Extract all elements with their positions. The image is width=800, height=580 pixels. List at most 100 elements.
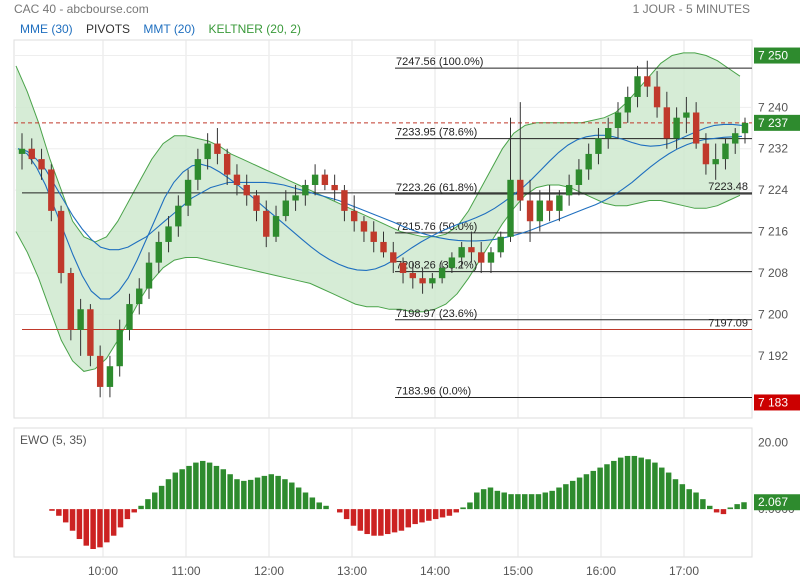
ewo-bar (693, 492, 699, 510)
fib-label-1: 7233.95 (78.6%) (396, 127, 477, 139)
candle-body (145, 262, 153, 289)
sma-20-line (17, 123, 743, 300)
ewo-bar (474, 492, 480, 510)
candle-body (253, 195, 260, 211)
ewo-bar (90, 509, 96, 549)
ewo-bar (405, 509, 412, 528)
candle-body (507, 179, 514, 237)
candle-body (331, 184, 338, 191)
candle-body (136, 288, 143, 305)
ewo-bar (62, 509, 69, 523)
ewo-bar (364, 509, 370, 535)
ewo-bar (158, 485, 165, 510)
ewo-bar (337, 509, 343, 513)
legend-pivots[interactable]: PIVOTS (86, 22, 131, 36)
candle-body (184, 179, 192, 206)
ewo-bar (350, 509, 357, 526)
time-tick-label: 14:00 (420, 564, 450, 578)
candle-body (272, 216, 280, 237)
candle-body (370, 231, 377, 242)
ewo-bar (97, 509, 103, 548)
candle-body (448, 257, 456, 268)
fibonacci-levels: 7247.56 (100.0%) 7233.95 (78.6%) 7223.26 (… (14, 56, 752, 398)
price-tick-label: 7 232 (758, 142, 788, 156)
ewo-bar (391, 509, 398, 533)
ewo-bar (672, 479, 679, 510)
candle-body (57, 210, 65, 274)
ewo-bar (460, 507, 466, 510)
price-badge-label-2: 7 183 (758, 395, 788, 409)
ewo-bar (583, 474, 590, 510)
candle-body (702, 143, 710, 165)
ewo-bar (220, 469, 227, 510)
legend-sma[interactable]: MMT (20) (143, 22, 196, 36)
moving-averages (17, 123, 743, 300)
ewo-bar (522, 494, 528, 510)
candle-body (155, 241, 162, 263)
candle-body (526, 200, 534, 222)
ewo-bar (193, 462, 199, 510)
candle-body (458, 247, 465, 258)
timeframe-label[interactable]: 1 JOUR - 5 MINUTES (632, 2, 750, 16)
ewo-bar (117, 509, 124, 528)
keltner-band (15, 52, 741, 372)
candle-body (48, 169, 55, 211)
ewo-bar (528, 494, 535, 510)
ewo-bar (241, 480, 247, 510)
ewo-bar (720, 509, 727, 515)
ewo-value-badge-label: 2.067 (758, 495, 788, 509)
ewo-bar (275, 475, 281, 510)
ewo-bar (542, 492, 549, 510)
ewo-bar (378, 509, 384, 536)
time-tick-label: 11:00 (171, 564, 200, 578)
candle-body (67, 273, 75, 330)
candle-body (683, 112, 690, 118)
ewo-bar (165, 479, 172, 510)
time-axis: 10:00 11:00 12:00 13:00 14:00 15:00 16:00 17:00 (88, 564, 699, 578)
ewo-panel-frame (13, 427, 753, 558)
legend-ema[interactable]: MME (30) (20, 22, 73, 36)
candle-body (38, 159, 45, 170)
chart-title: CAC 40 - abcbourse.com (14, 2, 149, 16)
ewo-bar (110, 509, 117, 536)
candle-body (204, 143, 211, 160)
ewo-bar (76, 509, 83, 540)
price-tick-label: 7 240 (758, 100, 788, 114)
ewo-bar (398, 509, 405, 531)
candle-body (302, 184, 309, 196)
time-tick-label: 17:00 (669, 564, 699, 578)
candle-body (732, 133, 739, 144)
legend-keltner[interactable]: KELTNER (20, 2) (208, 22, 301, 36)
candle-body (497, 236, 504, 253)
ewo-bar (49, 509, 55, 511)
ewo-bar (282, 479, 288, 510)
ewo-bar (501, 492, 507, 510)
candle-body (233, 174, 241, 185)
candle-body (399, 262, 407, 274)
ewo-bar (487, 487, 494, 510)
ewo-bar (446, 509, 453, 516)
ewo-bar (213, 465, 220, 510)
ewo-bar (597, 467, 603, 510)
candle-body (243, 184, 250, 196)
time-tick-label: 15:00 (503, 564, 533, 578)
candle-body (692, 112, 700, 144)
candle-body (517, 179, 524, 201)
fib-label-3: 7215.76 (50.0%) (396, 221, 477, 233)
candle-body (96, 355, 104, 387)
ewo-bar (713, 509, 720, 513)
main-panel-frame (13, 39, 753, 419)
candle-body (644, 76, 651, 87)
ewo-bar (234, 479, 240, 510)
ewo-bar (247, 479, 254, 510)
candle-body (350, 210, 358, 222)
candlestick-series (18, 60, 749, 398)
ewo-bar (357, 509, 364, 531)
keltner-upper (15, 52, 741, 243)
ewo-title: EWO (5, 35) (20, 433, 87, 447)
candle-body (194, 159, 202, 180)
ewo-bar (563, 484, 569, 510)
ewo-bar (83, 509, 89, 546)
ewo-bar (638, 457, 644, 510)
candle-body (741, 122, 749, 134)
